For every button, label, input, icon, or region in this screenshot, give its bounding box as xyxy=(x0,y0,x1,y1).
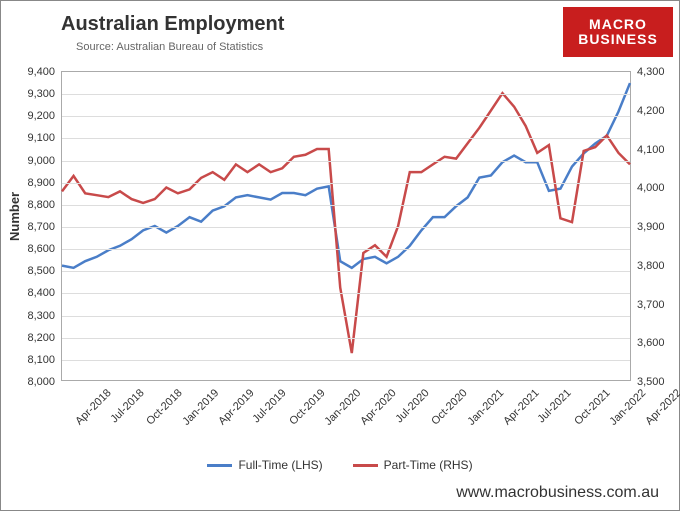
legend-swatch xyxy=(207,464,232,467)
ytick-right: 4,100 xyxy=(637,144,677,156)
chart-title: Australian Employment xyxy=(61,13,284,36)
xtick: Oct-2019 xyxy=(287,387,327,427)
ytick-left: 9,200 xyxy=(15,110,55,122)
ytick-left: 8,300 xyxy=(15,310,55,322)
ytick-left: 8,000 xyxy=(15,376,55,388)
series-line xyxy=(62,93,630,353)
ytick-left: 9,400 xyxy=(15,66,55,78)
xtick: Jul-2018 xyxy=(108,387,146,425)
xtick: Oct-2020 xyxy=(430,387,470,427)
plot-area: 8,0008,1008,2008,3008,4008,5008,6008,700… xyxy=(61,71,631,381)
line-svg xyxy=(62,72,630,380)
brand-logo: MACRO BUSINESS xyxy=(563,7,673,57)
ytick-right: 4,300 xyxy=(637,66,677,78)
ytick-left: 8,600 xyxy=(15,243,55,255)
chart-container: Australian Employment Source: Australian… xyxy=(0,0,680,511)
logo-line2: BUSINESS xyxy=(578,32,658,47)
xtick: Jan-2022 xyxy=(608,387,649,428)
ytick-right: 4,000 xyxy=(637,182,677,194)
ytick-left: 8,900 xyxy=(15,177,55,189)
ytick-left: 8,400 xyxy=(15,287,55,299)
ytick-right: 3,900 xyxy=(637,221,677,233)
ytick-right: 3,600 xyxy=(637,337,677,349)
ytick-left: 8,700 xyxy=(15,221,55,233)
ytick-right: 3,700 xyxy=(637,299,677,311)
ytick-right: 3,800 xyxy=(637,260,677,272)
xtick: Jul-2019 xyxy=(250,387,288,425)
footer-url: www.macrobusiness.com.au xyxy=(456,484,659,502)
ytick-left: 9,300 xyxy=(15,88,55,100)
legend-item: Full-Time (LHS) xyxy=(207,458,322,472)
ytick-left: 8,100 xyxy=(15,354,55,366)
ytick-left: 9,000 xyxy=(15,155,55,167)
xtick: Apr-2022 xyxy=(643,387,680,427)
xtick: Jan-2019 xyxy=(180,387,221,428)
ytick-left: 8,800 xyxy=(15,199,55,211)
ytick-left: 9,100 xyxy=(15,132,55,144)
xtick: Apr-2020 xyxy=(358,387,398,427)
legend: Full-Time (LHS) Part-Time (RHS) xyxy=(1,456,679,473)
legend-label: Full-Time (LHS) xyxy=(238,458,322,472)
xtick: Apr-2019 xyxy=(216,387,256,427)
legend-item: Part-Time (RHS) xyxy=(353,458,473,472)
legend-swatch xyxy=(353,464,378,467)
ytick-left: 8,200 xyxy=(15,332,55,344)
series-line xyxy=(62,83,630,268)
chart-subtitle: Source: Australian Bureau of Statistics xyxy=(76,41,263,53)
xtick: Oct-2018 xyxy=(145,387,185,427)
xtick: Apr-2018 xyxy=(73,387,113,427)
ytick-right: 4,200 xyxy=(637,105,677,117)
xtick: Jan-2021 xyxy=(465,387,506,428)
ytick-right: 3,500 xyxy=(637,376,677,388)
legend-label: Part-Time (RHS) xyxy=(384,458,473,472)
ytick-left: 8,500 xyxy=(15,265,55,277)
xtick: Jan-2020 xyxy=(323,387,364,428)
logo-line1: MACRO xyxy=(589,17,647,32)
xtick: Jul-2020 xyxy=(393,387,431,425)
xtick: Oct-2021 xyxy=(572,387,612,427)
xtick: Apr-2021 xyxy=(501,387,541,427)
xtick: Jul-2021 xyxy=(535,387,573,425)
